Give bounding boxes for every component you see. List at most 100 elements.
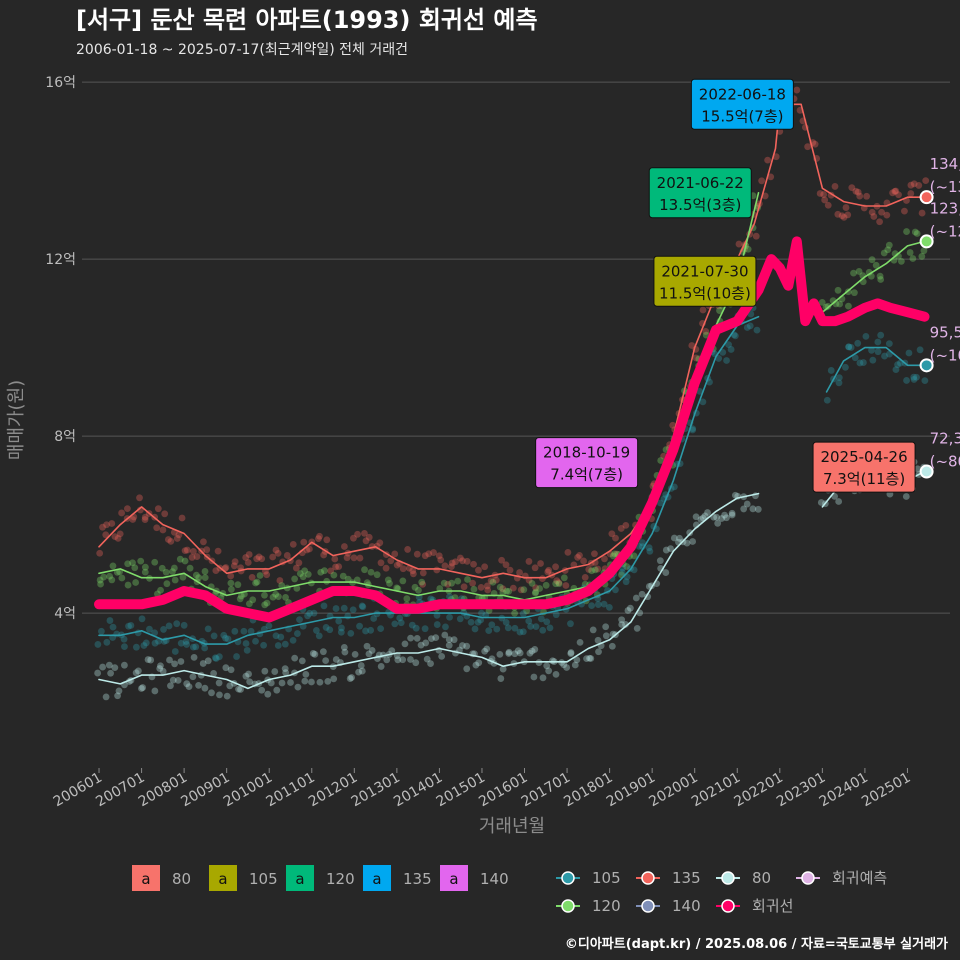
price-annotations: 2022-06-18 15.5억(7층) 2021-06-22 13.5억(3층) 20…	[535, 78, 916, 493]
transaction-dot	[326, 626, 334, 634]
transaction-dot	[850, 269, 857, 277]
transaction-dot	[728, 511, 736, 519]
transaction-dot	[210, 632, 218, 640]
transaction-dot	[258, 686, 266, 694]
transaction-dot	[222, 564, 230, 571]
transaction-dot	[243, 646, 251, 654]
transaction-dot	[856, 192, 864, 200]
transaction-dot	[261, 591, 268, 599]
transaction-dot	[316, 678, 324, 686]
transaction-dot	[189, 673, 197, 681]
legend-line-label: 회귀예측	[832, 869, 887, 887]
transaction-dot	[421, 552, 429, 560]
transaction-dot	[106, 617, 114, 624]
transaction-dot	[662, 546, 670, 554]
transaction-dot	[459, 557, 466, 565]
transaction-dot	[516, 569, 523, 576]
transaction-dot	[438, 652, 446, 660]
transaction-dot	[377, 663, 385, 670]
transaction-dot	[895, 191, 902, 199]
transaction-dot	[618, 621, 626, 628]
chart-title: [서구] 둔산 목련 아파트(1993) 회귀선 예측	[76, 6, 538, 34]
transaction-dot	[134, 667, 142, 675]
transaction-dot	[201, 684, 209, 692]
transaction-dot	[281, 665, 289, 673]
transaction-dot	[580, 557, 587, 565]
transaction-dot	[848, 184, 856, 192]
transaction-dot	[368, 647, 376, 654]
transaction-dot	[503, 587, 510, 595]
transaction-dot	[298, 657, 306, 665]
transaction-dot	[555, 579, 563, 587]
transaction-dot	[181, 557, 189, 565]
transaction-dot	[409, 567, 417, 575]
transaction-dot	[384, 576, 392, 584]
transaction-dot	[876, 218, 883, 226]
transaction-dot	[242, 640, 250, 647]
transaction-dot	[276, 577, 284, 584]
transaction-dot	[211, 654, 219, 662]
transaction-dot	[454, 577, 462, 585]
transaction-dot	[856, 359, 864, 367]
transaction-dot	[573, 656, 581, 664]
transaction-dot	[497, 675, 505, 682]
transaction-dot	[386, 580, 393, 587]
annotation-box	[690, 78, 794, 130]
transaction-dot	[699, 306, 707, 314]
legend-fill-key-letter: a	[449, 870, 458, 888]
transaction-dot	[519, 610, 527, 618]
transaction-dot	[261, 667, 269, 675]
transaction-dot	[683, 539, 691, 547]
transaction-dot	[911, 228, 919, 236]
transaction-dot	[264, 690, 272, 698]
transaction-dot	[430, 549, 437, 556]
transaction-dot	[758, 177, 766, 185]
gridlines	[82, 81, 950, 614]
transaction-dot	[511, 609, 519, 617]
transaction-dot	[99, 523, 106, 531]
transaction-dot	[536, 585, 544, 592]
transaction-dot	[913, 230, 921, 237]
transaction-dot	[274, 642, 282, 649]
transaction-dot	[186, 564, 194, 572]
transaction-dot	[481, 563, 489, 571]
transaction-dot	[824, 201, 832, 209]
transaction-dot	[173, 535, 181, 542]
transaction-dot	[889, 189, 896, 197]
transaction-dot	[107, 669, 115, 677]
transaction-dot	[212, 655, 220, 662]
transaction-dot	[618, 616, 626, 624]
transaction-dot	[323, 536, 331, 544]
transaction-dot	[252, 637, 259, 645]
transaction-dot	[176, 555, 184, 563]
transaction-dot	[484, 586, 492, 594]
transaction-dot	[269, 593, 277, 601]
transaction-dot	[489, 578, 497, 586]
regression-line	[94, 236, 930, 623]
transaction-dot	[594, 565, 602, 573]
transaction-dot	[321, 567, 328, 575]
transaction-dot	[546, 624, 554, 632]
transaction-dot	[408, 621, 416, 629]
transaction-dot	[555, 580, 563, 588]
transaction-dot	[139, 684, 147, 691]
annotation-box	[648, 167, 752, 219]
transaction-dot	[159, 667, 167, 675]
transaction-dot	[630, 552, 638, 560]
transaction-dot	[121, 661, 128, 669]
transaction-dot	[441, 631, 449, 639]
transaction-dot	[222, 634, 229, 642]
transaction-dot	[170, 564, 178, 572]
legend-line-label: 120	[592, 897, 621, 915]
legend-fill-key-letter: a	[295, 870, 304, 888]
transaction-dot	[906, 249, 914, 256]
transaction-dot	[253, 578, 261, 586]
transaction-dot	[312, 627, 320, 634]
transaction-dot	[609, 552, 617, 560]
transaction-dot	[902, 493, 910, 500]
transaction-dot	[714, 519, 722, 527]
transaction-dot	[727, 346, 735, 353]
transaction-dot	[261, 601, 269, 609]
transaction-dot	[470, 560, 477, 568]
transaction-dot	[764, 156, 772, 164]
